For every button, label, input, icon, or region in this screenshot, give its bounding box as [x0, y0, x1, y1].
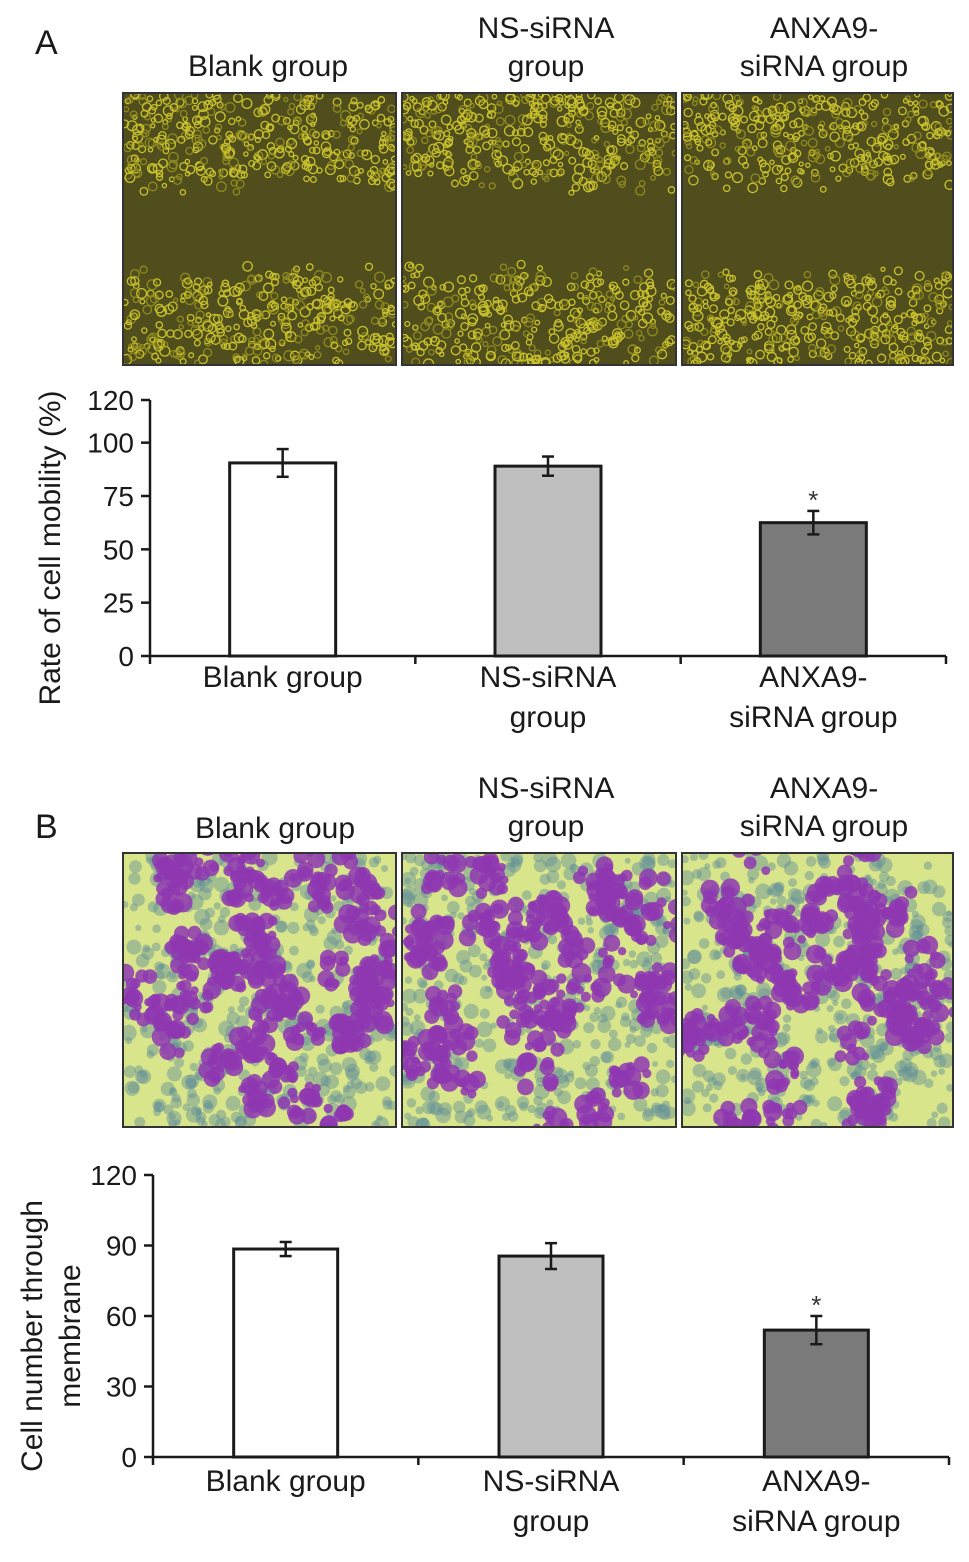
chart-b-svg: 0 30 60 90 120 Blank group NS-siRNA group * ANXA9…	[16, 1160, 951, 1538]
image-label-line: NS-siRNA	[477, 12, 615, 45]
category-label: ANXA9-	[759, 661, 867, 694]
y-tick-label: 25	[103, 588, 134, 619]
panel-label-a: A	[35, 24, 58, 62]
image-label-line: group	[507, 810, 585, 843]
y-tick-label: 30	[106, 1372, 137, 1403]
y-axis-title: Rate of cell mobility (%)	[34, 390, 67, 705]
category-label: group	[510, 701, 587, 734]
y-tick-label: 0	[118, 641, 134, 672]
image-label-line: siRNA group	[739, 50, 909, 83]
chart-b: 0 30 60 90 120 Blank group NS-siRNA group * ANXA9…	[0, 1150, 969, 1562]
chart-a: 0 25 50 75 100 120 Blank group NS-siRNA group * AN…	[0, 380, 969, 750]
category-label: group	[513, 1505, 590, 1538]
image-label-blank-a: Blank group	[128, 48, 408, 86]
image-label-blank-b: Blank group	[135, 810, 415, 848]
micrograph-anxa9-a	[681, 92, 954, 366]
category-label: NS-siRNA	[483, 1465, 620, 1498]
y-tick-label: 75	[103, 481, 134, 512]
y-axis-title: Cell number through	[16, 1200, 49, 1472]
micrograph-ns-a	[401, 92, 677, 366]
image-label-line: Blank group	[187, 50, 349, 83]
bar	[497, 1254, 605, 1459]
panel-label-b: B	[35, 808, 58, 846]
significance-marker: *	[808, 485, 818, 515]
y-tick-label: 90	[106, 1231, 137, 1262]
y-tick-label: 60	[106, 1301, 137, 1332]
bar	[493, 464, 603, 658]
category-label: Blank group	[203, 661, 363, 694]
y-tick-label: 120	[90, 1160, 137, 1191]
chart-a-svg: 0 25 50 75 100 120 Blank group NS-siRNA group * AN…	[34, 385, 948, 734]
image-label-line: siRNA group	[739, 810, 909, 843]
cell-texture	[683, 854, 952, 1126]
bar	[232, 1247, 340, 1459]
bar	[228, 461, 338, 658]
image-label-line: NS-siRNA	[477, 772, 615, 805]
category-label: NS-siRNA	[480, 661, 617, 694]
image-label-ns-b: NS-siRNA group	[406, 770, 686, 846]
micrograph-blank-b	[122, 852, 397, 1128]
micrograph-background	[124, 94, 395, 364]
category-label: Blank group	[206, 1465, 366, 1498]
image-label-anxa9-a: ANXA9- siRNA group	[684, 10, 964, 86]
bar	[758, 521, 868, 658]
cell-texture	[124, 94, 395, 364]
y-tick-label: 0	[121, 1442, 137, 1473]
y-tick-label: 120	[87, 385, 134, 416]
micrograph-ns-b	[401, 852, 677, 1128]
y-tick-label: 50	[103, 534, 134, 565]
category-label: siRNA group	[732, 1505, 900, 1538]
micrograph-blank-a	[122, 92, 397, 366]
image-label-line: ANXA9-	[769, 772, 879, 805]
cell-texture	[683, 94, 952, 364]
bar	[762, 1328, 870, 1459]
y-tick-label: 100	[87, 428, 134, 459]
image-label-line: Blank group	[194, 812, 356, 845]
cell-texture	[403, 94, 675, 364]
y-axis-title: membrane	[54, 1264, 87, 1407]
image-label-ns-a: NS-siRNA group	[406, 10, 686, 86]
image-label-anxa9-b: ANXA9- siRNA group	[684, 770, 964, 846]
cell-texture	[124, 854, 395, 1126]
category-label: ANXA9-	[762, 1465, 870, 1498]
image-label-line: group	[507, 50, 585, 83]
image-label-line: ANXA9-	[769, 12, 879, 45]
cell-texture	[403, 854, 675, 1126]
significance-marker: *	[811, 1290, 821, 1320]
category-label: siRNA group	[729, 701, 897, 734]
micrograph-anxa9-b	[681, 852, 954, 1128]
